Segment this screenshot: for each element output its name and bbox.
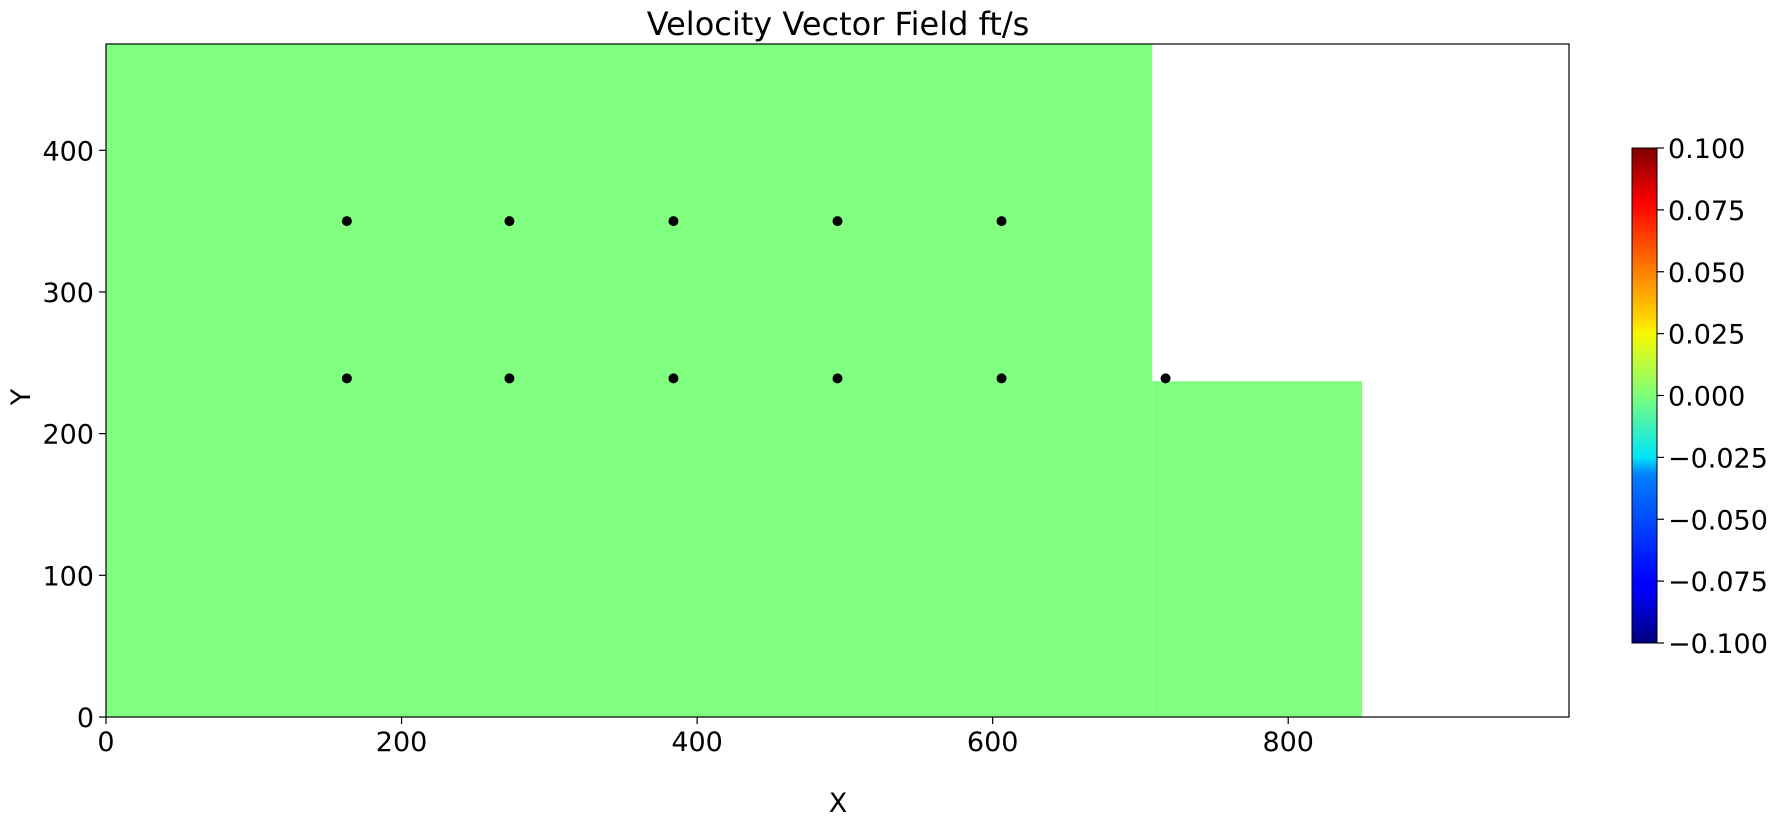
field-region-1: [1152, 381, 1363, 717]
x-tick-label: 200: [376, 727, 428, 758]
data-point: [504, 373, 515, 384]
data-point: [341, 373, 352, 384]
y-tick-label: 400: [42, 136, 94, 167]
colorbar-tick-label: 0.100: [1668, 134, 1745, 165]
colorbar-tick-label: −0.075: [1668, 567, 1768, 598]
x-tick-label: 400: [671, 727, 723, 758]
x-axis-label: X: [829, 788, 848, 819]
colorbar-gradient: [1632, 148, 1657, 643]
data-point: [341, 216, 352, 227]
colorbar-tick-label: −0.100: [1668, 629, 1768, 660]
data-point: [1160, 373, 1171, 384]
colorbar-tick-label: 0.000: [1668, 382, 1745, 413]
y-axis: 0 100 200 300 400: [42, 136, 106, 734]
axes-frame: [105, 43, 1570, 718]
plot-area: [106, 44, 1363, 717]
data-point: [996, 373, 1007, 384]
colorbar-tick-label: −0.025: [1668, 443, 1768, 474]
data-point: [504, 216, 515, 227]
field-region-0: [106, 44, 1153, 717]
y-tick-label: 0: [77, 703, 94, 734]
x-axis: 0 200 400 600 800: [97, 717, 1314, 758]
y-tick-label: 100: [42, 561, 94, 592]
colorbar-tick-label: 0.075: [1668, 196, 1745, 227]
colorbar-tick-label: 0.050: [1668, 258, 1745, 289]
x-tick-label: 600: [967, 727, 1019, 758]
colorbar-ticks: 0.100 0.075 0.050 0.025 0.000 −0.025 −0.050 −0.…: [1657, 134, 1768, 660]
colorbar-tick-label: −0.050: [1668, 505, 1768, 536]
data-point: [668, 216, 679, 227]
data-point: [832, 216, 843, 227]
colorbar: 0.100 0.075 0.050 0.025 0.000 −0.025 −0.050 −0.…: [1631, 134, 1768, 660]
x-tick-label: 0: [97, 727, 114, 758]
chart-title: Velocity Vector Field ft/s: [647, 5, 1030, 43]
colorbar-tick-label: 0.025: [1668, 320, 1745, 351]
x-tick-label: 800: [1262, 727, 1314, 758]
data-point: [832, 373, 843, 384]
y-tick-label: 300: [42, 278, 94, 309]
data-point: [996, 216, 1007, 227]
y-axis-label: Y: [6, 388, 37, 406]
data-point: [668, 373, 679, 384]
y-tick-label: 200: [42, 420, 94, 451]
